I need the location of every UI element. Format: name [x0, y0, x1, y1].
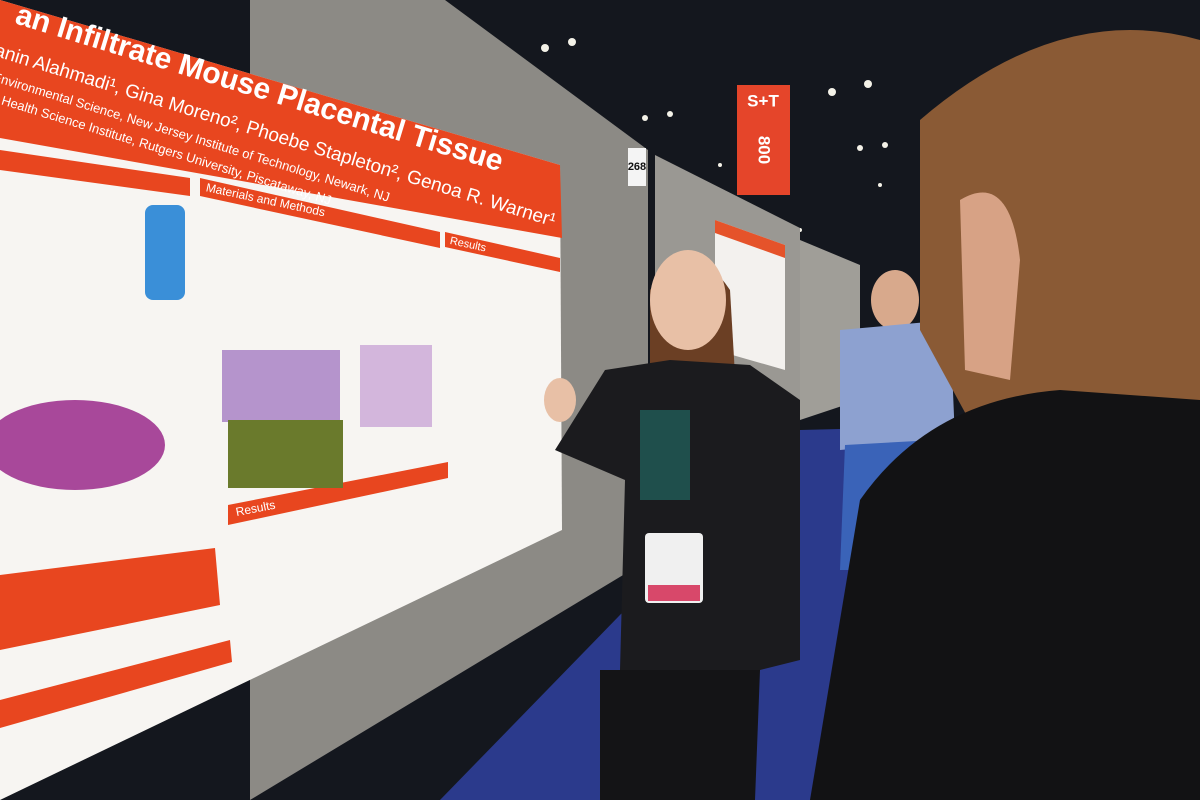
presenter [544, 250, 800, 800]
section-bar [0, 640, 232, 728]
banner-text: S+T [747, 91, 779, 110]
booth-sign [628, 148, 646, 186]
section-bar [228, 462, 448, 525]
banner-text: 800 [755, 136, 774, 164]
booth-number: 268 [628, 161, 646, 173]
section-bar [200, 178, 440, 248]
section-bar [0, 150, 190, 196]
distant-poster-header [715, 220, 785, 258]
water-bottle [145, 205, 185, 300]
banner [737, 85, 790, 195]
micrograph [222, 350, 340, 422]
section-bar [445, 232, 560, 272]
poster-header [0, 0, 562, 238]
histology-image [0, 400, 165, 490]
ceiling-lights [541, 38, 888, 232]
foreground-person [810, 30, 1200, 800]
micrograph [228, 420, 343, 488]
micrograph [360, 345, 432, 427]
poster-highlight-box [0, 548, 220, 650]
